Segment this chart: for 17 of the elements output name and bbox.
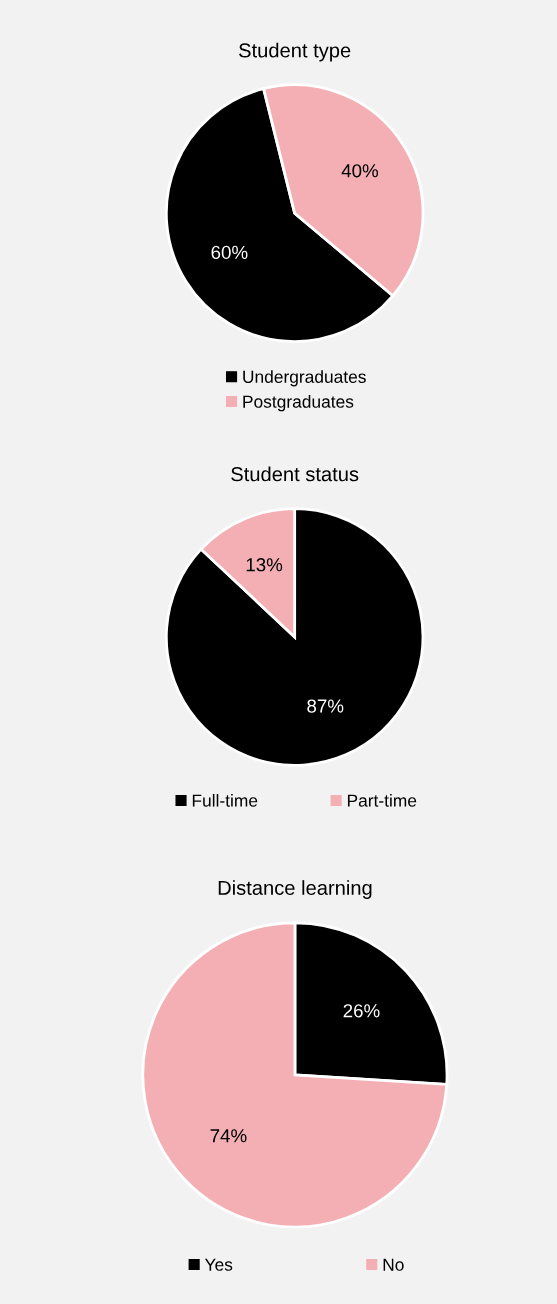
legend-label: Part-time (347, 794, 417, 807)
legend-label: Yes (204, 1258, 233, 1271)
data-label: 87% (307, 699, 344, 713)
legend-label: Full-time (192, 794, 258, 807)
data-label: 40% (341, 164, 379, 178)
pie-slice (141, 921, 449, 1229)
legend-label: Undergraduates (243, 370, 366, 387)
chart-title: Student type (239, 42, 351, 62)
data-label: 13% (246, 558, 283, 572)
data-label: 26% (343, 1004, 380, 1018)
legend-label: Postgraduates (243, 395, 354, 412)
chart-title: Distance learning (218, 880, 372, 899)
legend-label: No (383, 1258, 404, 1271)
data-label: 60% (211, 245, 248, 260)
data-label: 74% (210, 1129, 247, 1143)
chart-title: Student status (231, 466, 359, 482)
pie-slice (164, 507, 425, 767)
